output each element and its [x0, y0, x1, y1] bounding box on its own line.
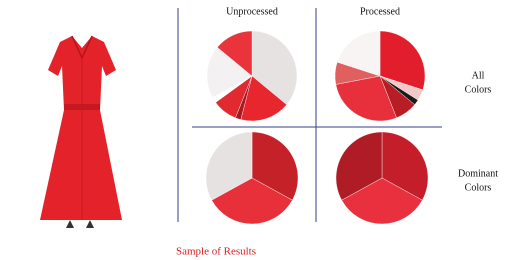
column-header: Processed	[360, 6, 400, 17]
row-header: Colors	[465, 84, 492, 95]
row-header: All	[472, 70, 485, 81]
row-header: Colors	[465, 182, 492, 193]
caption: Sample of Results	[176, 246, 256, 258]
row-header: Dominant	[458, 168, 498, 179]
dress-image	[40, 36, 122, 228]
figure: Unprocessed Processed All Colors Dominan…	[0, 0, 511, 260]
column-header: Unprocessed	[226, 6, 278, 17]
page: {"figure": { "columns": ["Unprocessed", …	[0, 0, 511, 260]
